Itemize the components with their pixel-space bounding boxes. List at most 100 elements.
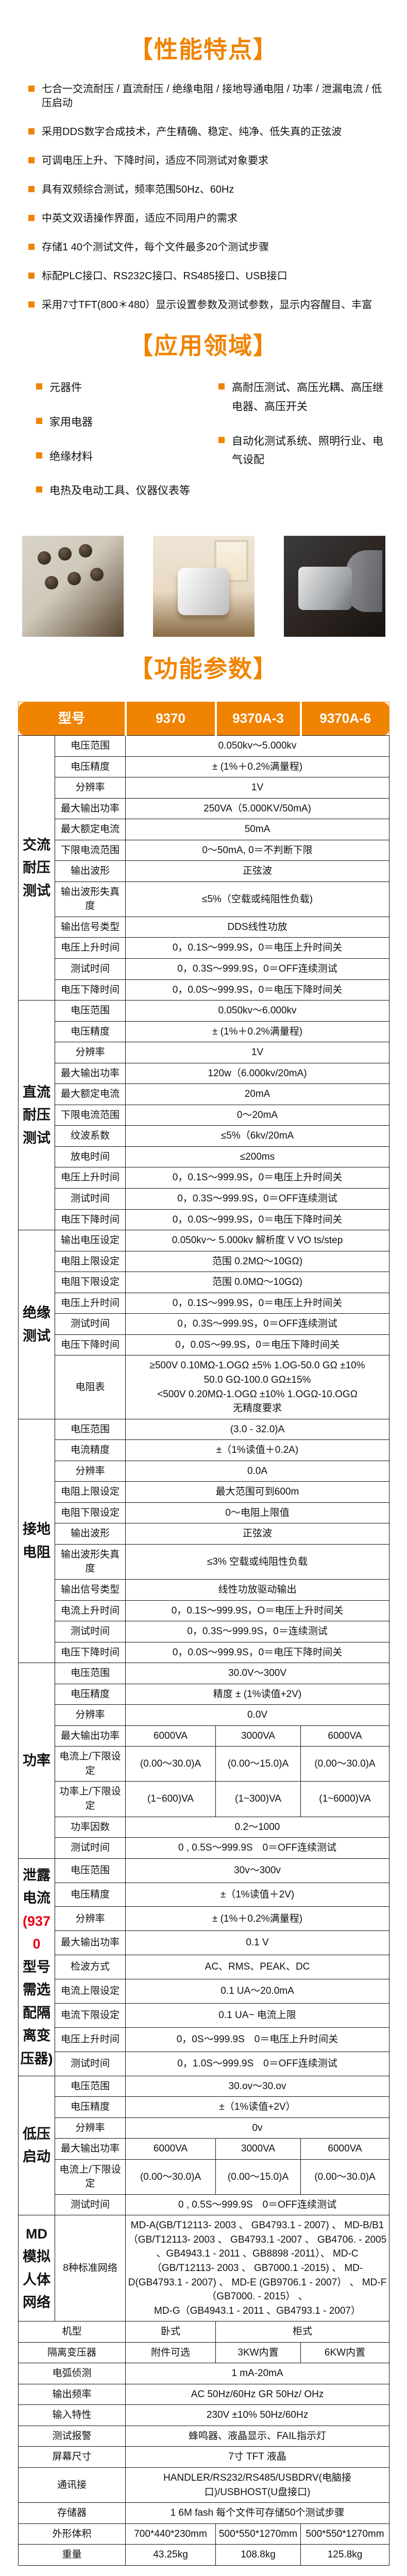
- bullet-square-icon: [28, 301, 35, 308]
- attribute-cell: 最大输出功率: [54, 798, 126, 820]
- list-item: 元器件: [36, 379, 204, 398]
- attribute-cell: 输出频率: [18, 2383, 126, 2405]
- spec-table-wrap: 型号 9370 9370A-3 9370A-6 交流 耐压 测试 电压范围 0.050kv～5.…: [0, 702, 407, 2576]
- spec-row: 功率因数 0.2～1000: [19, 1816, 390, 1838]
- spec-header-row: 型号 9370 9370A-3 9370A-6: [18, 702, 390, 736]
- attribute-cell: 测试时间: [54, 1837, 126, 1859]
- list-item: 电热及电动工具、仪器仪表等: [36, 482, 204, 501]
- attribute-cell: 测试报警: [18, 2425, 126, 2447]
- bullet-square-icon: [28, 86, 35, 92]
- spec-row: 低压 启动 电压范围 30.ov～30.ov: [18, 2075, 390, 2216]
- attribute-cell: 电压范围: [54, 2075, 126, 2097]
- value-cell: DDS线性功放: [125, 916, 390, 938]
- section-label-line: 电流: [23, 1890, 50, 1906]
- section-label-line: 测试: [23, 883, 50, 899]
- list-item-text: 电热及电动工具、仪器仪表等: [49, 485, 190, 497]
- value-cell: (0.00～30.0)A: [125, 2159, 216, 2195]
- spec-row: 分辨率 0v: [19, 2117, 390, 2139]
- bullet-square-icon: [28, 244, 35, 250]
- attribute-cell: 电压精度: [54, 756, 126, 778]
- section-label-line: 需选: [23, 1982, 50, 1998]
- spec-table: 型号 9370 9370A-3 9370A-6 交流 耐压 测试 电压范围 0.050kv～5.…: [18, 702, 390, 2566]
- spec-footer-row: 电弧侦测 1 mA-20mA: [18, 2363, 390, 2384]
- list-item: 家用电器: [36, 413, 204, 432]
- spec-row: 测试时间 0，0.3S～999.9S，0＝OFF连续测试: [19, 958, 390, 980]
- value-cell: ±（1%读值＋0.2A): [125, 1439, 390, 1461]
- attribute-cell: 电流上限设定: [54, 1979, 126, 2004]
- value-cell: 柜式: [215, 2321, 390, 2343]
- list-item-text: 采用DDS数字合成技术，产生精确、稳定、纯净、低失真的正弦波: [42, 126, 342, 138]
- attribute-cell: 存储器: [18, 2502, 126, 2524]
- spec-row: 最大输出功率 120w（6.000kv/20mA): [19, 1062, 390, 1084]
- value-cell: 0 , 0.5S～999.9S 0＝OFF连续测试: [125, 2194, 390, 2216]
- value-cell: 0，0S～999.9S 0＝电压上升时间关: [125, 2027, 390, 2052]
- value-cell: 50mA: [125, 819, 390, 840]
- spec-footer-row: 屏幕尺寸 7寸 TFT 液晶: [18, 2446, 390, 2468]
- attribute-cell: 8种标准网络: [54, 2215, 126, 2322]
- section-label-line: 型号: [23, 1959, 50, 1975]
- list-item-text: 自动化测试系统、照明行业、电气设配: [232, 435, 383, 466]
- spec-footer-row: 通讯接 HANDLER/RS232/RS485/USBDRV(电脑接口)/USBH…: [18, 2467, 390, 2503]
- photo-toaster: [152, 536, 255, 637]
- attribute-cell: 分辨率: [54, 1460, 126, 1482]
- value-cell: 1V: [125, 777, 390, 799]
- attribute-cell: 电流下限设定: [54, 2003, 126, 2028]
- spec-row: 电压精度 ±（1%读值+2V）: [19, 2096, 390, 2118]
- spec-row: 电流上/下限设定 (0.00～30.0)A (0.00～15.0)A (0.00～30…: [19, 1746, 390, 1782]
- spec-row: 泄露 电流 (9370 型号 需选 配隔 离变 压器) 电压范围 30v～300v: [18, 1858, 390, 2076]
- section-label-line: 测试: [23, 1328, 50, 1344]
- list-item-text: 具有双频综合测试，频率范围50Hz、60Hz: [42, 184, 234, 195]
- list-item: 采用7寸TFT(800＊480）显示设置参数及测试参数，显示内容醒目、丰富: [28, 298, 386, 312]
- spec-row: 电压精度 精度 ± (1%读值+2V): [19, 1683, 390, 1705]
- attribute-cell: 输出波形失真度: [54, 881, 126, 917]
- value-cell: 1V: [125, 1042, 390, 1063]
- list-item: 存储1 40个测试文件，每个文件最多20个测试步骤: [28, 241, 386, 255]
- spec-row: 下限电流范围 0～20mA: [19, 1104, 390, 1126]
- attribute-cell: 放电时间: [54, 1146, 126, 1168]
- spec-row: 下限电流范围 0～50mA, 0＝不判断下限: [19, 839, 390, 861]
- bullet-square-icon: [218, 436, 225, 443]
- spec-row: 电压下降时间 0，0.0S～999.9S，0＝电压下降时间关: [19, 1641, 390, 1664]
- value-cell: (1~600)VA: [125, 1781, 216, 1817]
- spec-row: 输出信号类型 线性功放驱动输出: [19, 1579, 390, 1601]
- spec-row: 输出波形 正弦波: [19, 860, 390, 882]
- attribute-cell: 电压范围: [54, 1858, 126, 1883]
- attribute-cell: 分辨率: [54, 777, 126, 799]
- value-cell: 0.1 UA～20.0mA: [125, 1979, 390, 2004]
- spec-row: 分辨率 1V: [19, 1042, 390, 1063]
- section-label-line: 泄露: [23, 1867, 50, 1883]
- attribute-cell: 重量: [18, 2544, 126, 2566]
- value-cell: 卧式: [125, 2321, 216, 2343]
- list-item-text: 七合一交流耐压 / 直流耐压 / 绝缘电阻 / 接地导通电阻 / 功率 / 泄漏…: [42, 83, 382, 109]
- value-cell: 0v: [125, 2117, 390, 2139]
- attribute-cell: 下限电流范围: [54, 1104, 126, 1126]
- attribute-cell: 机型: [18, 2321, 126, 2343]
- spec-row: 最大输出功率 6000VA 3000VA 6000VA: [19, 1725, 390, 1747]
- attribute-cell: 电流上/下限设定: [54, 1746, 126, 1782]
- attribute-cell: 电弧侦测: [18, 2363, 126, 2384]
- value-cell: 范围 0.0MΩ～10GΩ): [125, 1272, 390, 1293]
- value-cell: 0.0V: [125, 1704, 390, 1726]
- attribute-cell: 分辨率: [54, 2117, 126, 2139]
- value-cell: 108.8kg: [215, 2544, 301, 2566]
- attribute-cell: 电压下降时间: [54, 1334, 126, 1356]
- section-label-cell: 低压 启动: [18, 2075, 55, 2216]
- attribute-cell: 输入特性: [18, 2404, 126, 2426]
- spec-row: 电阻表 ≥500V 0.10MΩ-1.OGΩ ±5% 1.OG-50.0 GΩ ±…: [19, 1355, 390, 1419]
- spec-row: 测试时间 0，1.0S～999.9S 0＝OFF连续测试: [19, 2051, 390, 2076]
- spec-row: 分辨率 0.0A: [19, 1460, 390, 1482]
- spec-row: 电压下降时间 0，0.0S～999.9S，0＝电压下降时间关: [19, 1209, 390, 1231]
- attribute-cell: 测试时间: [54, 1313, 126, 1335]
- value-cell: (1~300)VA: [215, 1781, 301, 1817]
- value-cell: 0～20mA: [125, 1104, 390, 1126]
- value-cell: ≥500V 0.10MΩ-1.OGΩ ±5% 1.OG-50.0 GΩ ±10%…: [125, 1355, 390, 1419]
- section-label-line: 配隔: [23, 2005, 50, 2021]
- spec-row: 电流上限设定 0.1 UA～20.0mA: [19, 1979, 390, 2004]
- value-cell: 3000VA: [215, 1725, 301, 1747]
- value-cell: (0.00～15.0)A: [215, 1746, 301, 1782]
- value-cell: 0.050kv～5.000kv: [125, 735, 390, 757]
- spec-footer-row: 输入特性 230V ±10% 50Hz/60Hz: [18, 2404, 390, 2426]
- section-label-line: 低压: [23, 2126, 50, 2142]
- value-cell: 120w（6.000kv/20mA): [125, 1062, 390, 1084]
